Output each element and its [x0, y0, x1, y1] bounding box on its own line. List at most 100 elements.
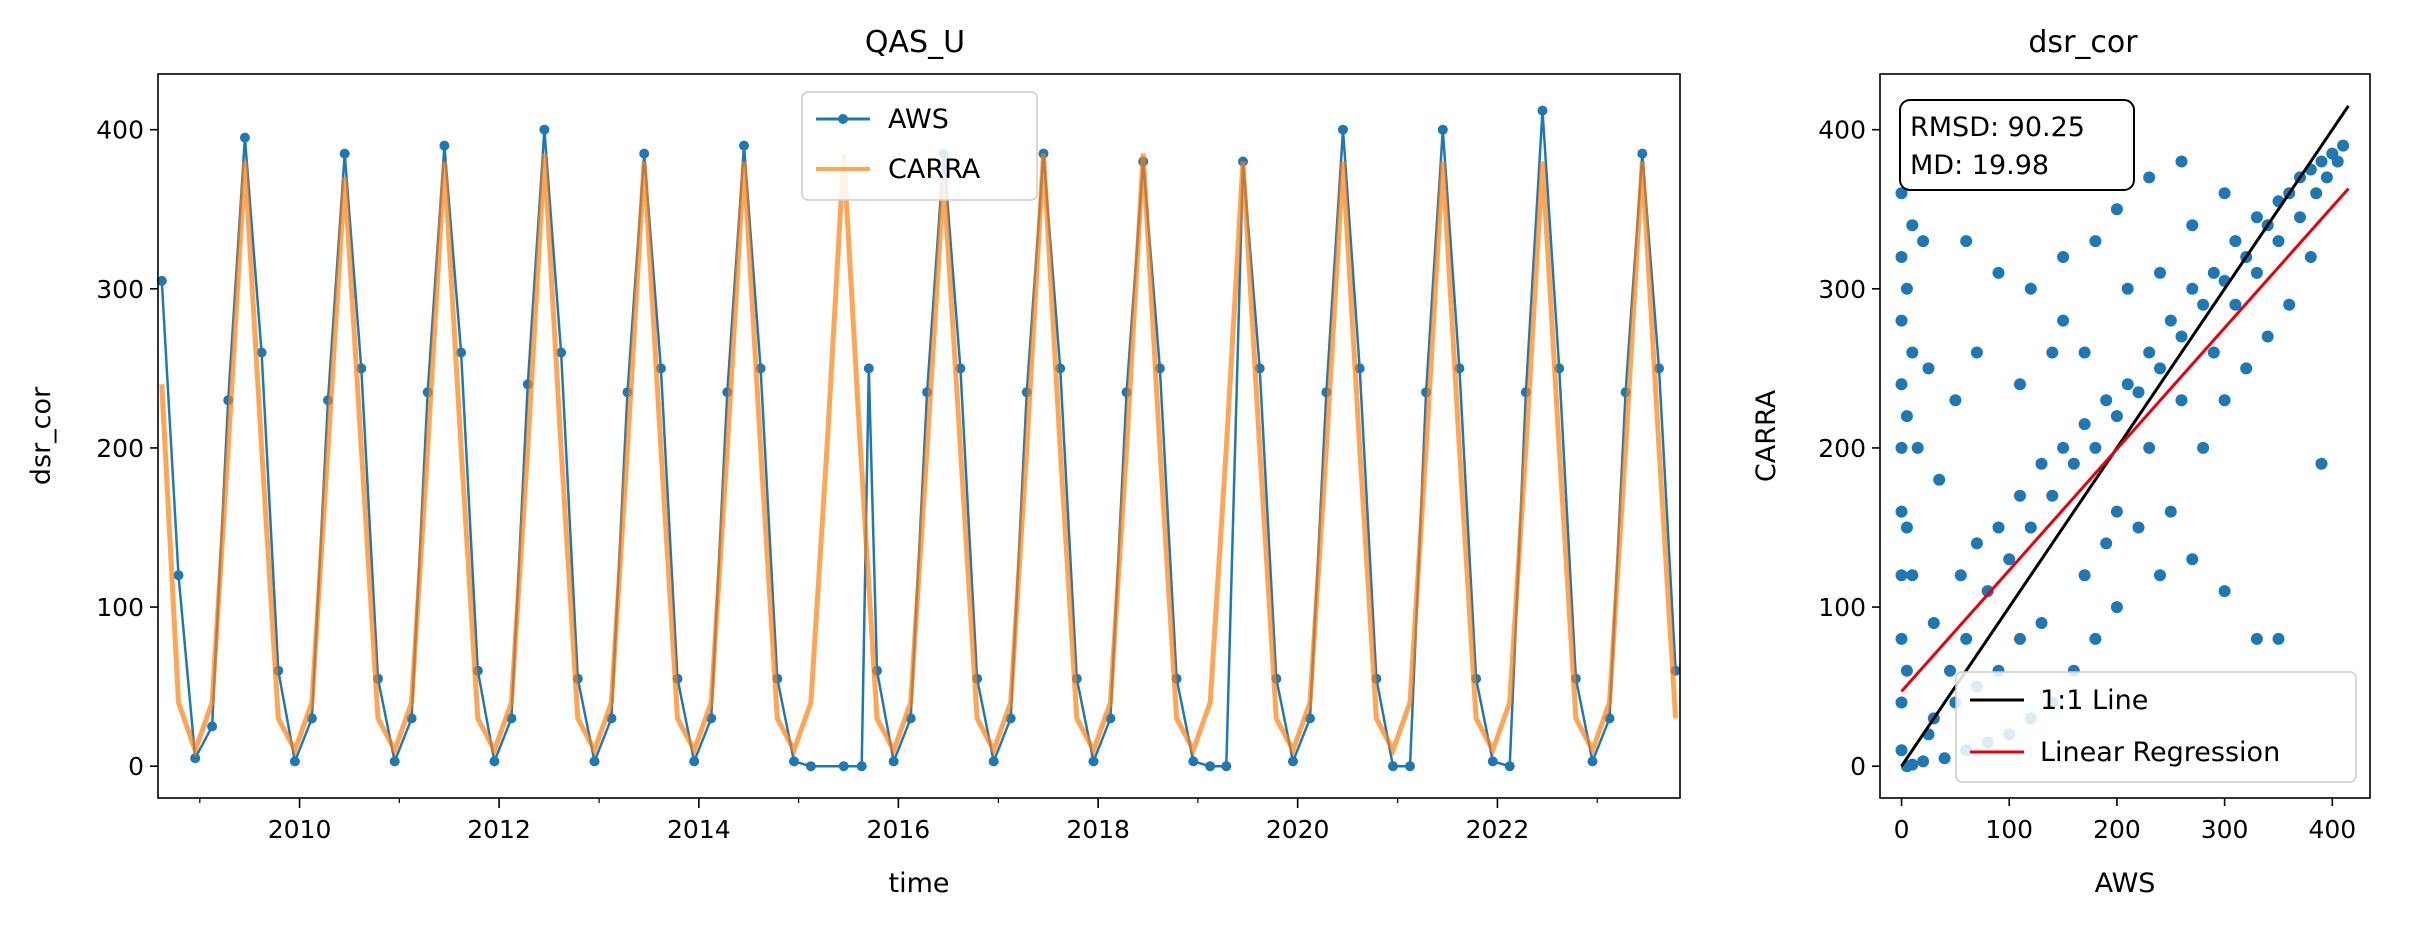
- scatter-ticks: 0 100 200 300 400 0 100 200 300 400: [1818, 116, 2356, 844]
- scatter-point-50: [2207, 266, 2220, 279]
- scatter-point-112: [2272, 235, 2285, 248]
- scatter-point-117: [2154, 266, 2166, 279]
- aws-point-63: [1205, 761, 1216, 772]
- timeseries-legend: AWS CARRA: [801, 91, 1038, 201]
- sc-ytick-label-1: 100: [1818, 593, 1866, 622]
- scatter-point-45: [2154, 362, 2166, 375]
- aws-point-38: [789, 756, 799, 767]
- scatter-point-36: [2057, 441, 2070, 454]
- scatter-point-10: [1900, 282, 1913, 295]
- aws-point-17: [439, 140, 450, 151]
- scatter-point-79: [2197, 441, 2210, 454]
- aws-point-26: [589, 756, 600, 767]
- scatter-point-113: [2294, 211, 2306, 224]
- scatter-point-89: [2186, 553, 2199, 566]
- scatter-point-116: [2331, 155, 2344, 168]
- scatter-point-6: [1895, 569, 1908, 582]
- aws-point-0: [156, 275, 167, 286]
- ts-xtick-label-2: 2014: [667, 815, 731, 844]
- ts-xtick-label-3: 2016: [867, 815, 931, 844]
- timeseries-plot-area: [156, 105, 1681, 772]
- aws-point-80: [1487, 756, 1498, 767]
- scatter-point-115: [2320, 171, 2333, 184]
- scatter-point-60: [2315, 155, 2328, 168]
- scatter-point-86: [2272, 632, 2285, 645]
- aws-point-86: [1587, 756, 1598, 767]
- scatter-point-105: [2078, 346, 2091, 359]
- scatter-point-122: [2078, 569, 2091, 582]
- scatter-point-30: [1992, 521, 2005, 534]
- scatter-point-67: [2089, 235, 2102, 248]
- scatter-point-2: [1895, 314, 1908, 327]
- scatter-point-75: [1970, 346, 1983, 359]
- scatter-point-62: [2337, 139, 2350, 152]
- scatter-point-52: [2229, 235, 2242, 248]
- stats-box: RMSD: 90.25 MD: 19.98: [1899, 99, 2135, 191]
- scatter-point-92: [2110, 601, 2123, 614]
- aws-point-20: [489, 756, 500, 767]
- scatter-point-35: [2046, 489, 2059, 502]
- aws-point-42: [863, 363, 874, 374]
- scatter-point-43: [2132, 386, 2145, 399]
- scatter-point-34: [2035, 457, 2048, 470]
- ts-ytick-label-3: 300: [96, 275, 144, 304]
- aws-point-1: [173, 570, 184, 581]
- scatter-point-8: [1895, 696, 1908, 709]
- scatter-title: dsr_cor: [2028, 25, 2138, 60]
- scatter-point-15: [1906, 346, 1919, 359]
- scatter-point-32: [2014, 489, 2026, 502]
- scatter-point-3: [1895, 378, 1908, 391]
- regression-line: [1900, 187, 2350, 693]
- carra-series-line: [159, 153, 1679, 758]
- aws-point-3: [207, 721, 218, 732]
- scatter-point-48: [2186, 282, 2199, 295]
- aws-point-32: [689, 756, 700, 767]
- scatter-point-38: [2078, 418, 2091, 431]
- scatter-point-54: [2250, 211, 2263, 224]
- aws-point-64: [1221, 761, 1232, 772]
- aws-point-11: [339, 148, 350, 159]
- scatter-point-101: [1917, 755, 1930, 768]
- scatter-point-111: [2250, 266, 2263, 279]
- scatter-point-39: [2089, 441, 2102, 454]
- oneone-line: [1900, 104, 2350, 768]
- stats-rmsd: RMSD: 90.25: [1910, 112, 2085, 143]
- aws-point-71: [1338, 124, 1348, 135]
- aws-point-89: [1637, 148, 1648, 159]
- scatter-point-124: [2014, 632, 2026, 645]
- aws-point-75: [1405, 761, 1415, 772]
- aws-point-29: [639, 148, 650, 159]
- scatter-point-91: [2132, 521, 2145, 534]
- sc-ytick-label-0: 0: [1850, 752, 1866, 781]
- aws-point-68: [1288, 756, 1298, 767]
- scatter-point-104: [2057, 251, 2070, 263]
- scatter-point-88: [2218, 585, 2231, 598]
- ts-xtick-label-4: 2018: [1066, 815, 1130, 844]
- scatter-point-119: [2218, 187, 2231, 200]
- scatter-point-121: [2100, 537, 2113, 550]
- scatter-xlabel: AWS: [2095, 868, 2156, 899]
- aws-point-41: [856, 761, 867, 772]
- stats-box-frame: [1899, 99, 2135, 191]
- scatter-panel: dsr_cor 0 100 200 300 400 0 100 200 300 400 AWS C…: [1751, 25, 2371, 899]
- sc-xtick-label-3: 300: [2201, 815, 2249, 844]
- scatter-point-120: [2110, 505, 2123, 518]
- scatter-point-93: [2089, 632, 2102, 645]
- scatter-point-27: [1960, 632, 1973, 645]
- scatter-point-84: [2304, 251, 2317, 263]
- sc-ytick-label-3: 300: [1818, 275, 1866, 304]
- sc-ytick-label-4: 400: [1818, 116, 1866, 145]
- aws-series-line: [160, 110, 1677, 768]
- scatter-point-69: [2143, 171, 2156, 184]
- ts-xtick-label-5: 2020: [1266, 815, 1330, 844]
- sc-xtick-label-4: 400: [2308, 815, 2356, 844]
- scatter-point-18: [1911, 441, 1924, 454]
- scatter-point-47: [2175, 330, 2188, 343]
- scatter-point-40: [2100, 394, 2113, 407]
- scatter-point-100: [1938, 752, 1951, 765]
- aws-point-74: [1388, 761, 1398, 772]
- aws-point-40: [838, 761, 849, 772]
- scatter-point-37: [2067, 457, 2080, 470]
- scatter-point-68: [2110, 203, 2123, 216]
- aws-point-62: [1188, 756, 1199, 767]
